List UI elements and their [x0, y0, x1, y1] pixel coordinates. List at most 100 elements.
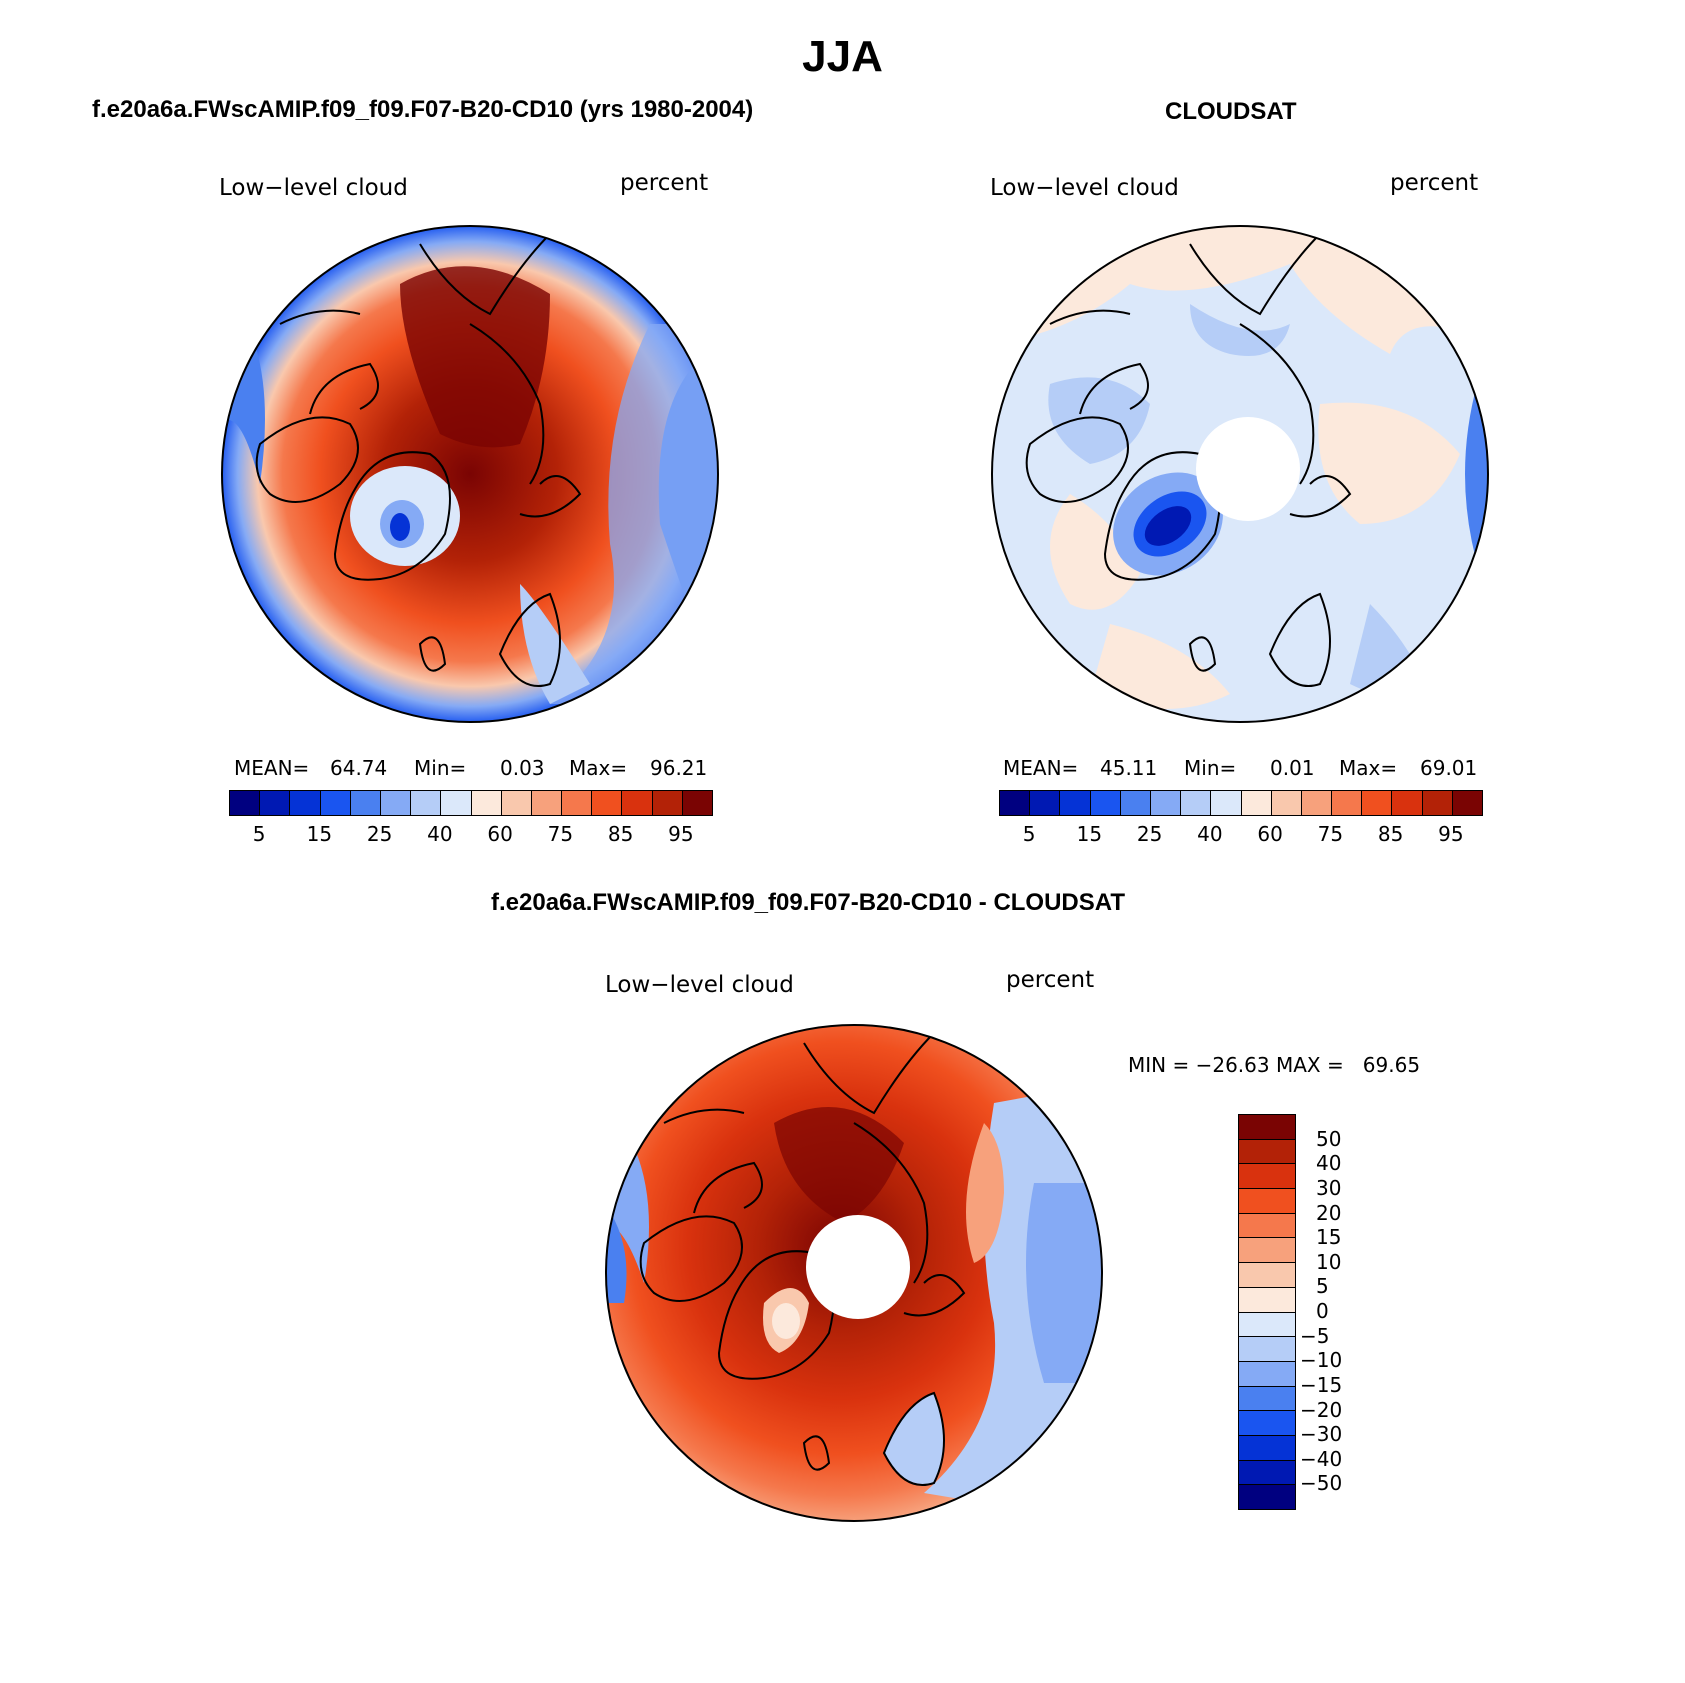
- colorbar-swatch: [1120, 791, 1151, 815]
- colorbar-swatch: [1150, 791, 1182, 815]
- colorbar-swatch: [562, 791, 593, 815]
- model-panel-title: f.e20a6a.FWscAMIP.f09_f09.F07-B20-CD10 (…: [92, 96, 754, 123]
- diff-polar-map: [605, 1024, 1103, 1522]
- diff-colorbar: [1238, 1114, 1296, 1510]
- colorbar-swatch: [1000, 791, 1031, 815]
- colorbar-tick-label: 50: [1316, 1126, 1342, 1151]
- model-polar-map: [221, 225, 719, 723]
- diff-minmax-text: MIN = −26.63 MAX = 69.65: [1128, 1053, 1421, 1077]
- colorbar-tick-label: 25: [1136, 822, 1163, 846]
- colorbar-tick-label: 5: [252, 822, 266, 846]
- colorbar-tick-label: 75: [1317, 822, 1344, 846]
- colorbar-tick-label: 95: [1438, 822, 1464, 846]
- colorbar-swatch: [411, 791, 442, 815]
- colorbar-swatch: [1239, 1115, 1295, 1140]
- figure-title: JJA: [802, 32, 883, 81]
- colorbar-swatch: [531, 791, 563, 815]
- colorbar-swatch: [1239, 1485, 1295, 1509]
- colorbar-swatch: [1239, 1460, 1295, 1486]
- colorbar-swatch: [592, 791, 623, 815]
- obs-min-label: Min=: [1184, 756, 1237, 780]
- obs-variable-label: Low−level cloud: [990, 175, 1179, 201]
- colorbar-swatch: [1239, 1164, 1295, 1190]
- diff-colorbar-ticks: 50 40 30 20 15 10 5 0 −5 −10 −15 −20 −30 −40 −50: [1300, 1114, 1380, 1508]
- colorbar-swatch: [1211, 791, 1242, 815]
- colorbar-tick-label: 60: [487, 822, 513, 846]
- colorbar-tick-label: 75: [547, 822, 574, 846]
- colorbar-swatch: [290, 791, 321, 815]
- obs-max-label: Max=: [1339, 756, 1398, 780]
- colorbar-swatch: [1239, 1386, 1295, 1412]
- obs-colorbar-ticks: 5 15 25 40 60 75 85 95: [999, 822, 1481, 846]
- colorbar-tick-label: 40: [427, 822, 453, 846]
- obs-min-value: 0.01: [1270, 756, 1315, 780]
- colorbar-swatch: [1239, 1213, 1295, 1239]
- colorbar-swatch: [1239, 1435, 1295, 1461]
- colorbar-tick-label: −40: [1300, 1446, 1343, 1471]
- colorbar-swatch: [1239, 1312, 1295, 1338]
- colorbar-swatch: [1030, 791, 1061, 815]
- colorbar-swatch: [1239, 1139, 1295, 1165]
- colorbar-tick-label: 95: [668, 822, 694, 846]
- colorbar-swatch: [1362, 791, 1393, 815]
- diff-units-label: percent: [1006, 967, 1095, 993]
- model-units-label: percent: [620, 170, 709, 196]
- model-colorbar: [229, 790, 713, 816]
- colorbar-swatch: [260, 791, 291, 815]
- colorbar-swatch: [230, 791, 261, 815]
- colorbar-swatch: [1239, 1337, 1295, 1362]
- colorbar-swatch: [1090, 791, 1121, 815]
- model-variable-label: Low−level cloud: [219, 175, 408, 201]
- model-mean-label: MEAN=: [234, 756, 310, 780]
- colorbar-swatch: [682, 791, 712, 815]
- colorbar-swatch: [350, 791, 381, 815]
- colorbar-tick-label: 5: [1022, 822, 1036, 846]
- colorbar-swatch: [380, 791, 412, 815]
- colorbar-tick-label: 30: [1316, 1175, 1342, 1200]
- colorbar-swatch: [1239, 1263, 1295, 1288]
- obs-panel-title: CLOUDSAT: [1165, 98, 1297, 125]
- model-max-value: 96.21: [650, 756, 708, 780]
- colorbar-swatch: [441, 791, 472, 815]
- colorbar-swatch: [1392, 791, 1423, 815]
- colorbar-tick-label: 15: [1076, 822, 1103, 846]
- obs-polar-map: [991, 225, 1489, 723]
- colorbar-tick-label: 40: [1197, 822, 1223, 846]
- colorbar-swatch: [320, 791, 351, 815]
- colorbar-tick-label: 5: [1316, 1274, 1329, 1299]
- colorbar-tick-label: 40: [1316, 1151, 1342, 1176]
- colorbar-swatch: [1239, 1361, 1295, 1387]
- colorbar-swatch: [1239, 1189, 1295, 1214]
- diff-variable-label: Low−level cloud: [605, 972, 794, 998]
- colorbar-swatch: [1241, 791, 1272, 815]
- obs-units-label: percent: [1390, 170, 1479, 196]
- colorbar-swatch: [1239, 1238, 1295, 1264]
- obs-mean-value: 45.11: [1100, 756, 1158, 780]
- obs-mean-label: MEAN=: [1003, 756, 1079, 780]
- colorbar-swatch: [1181, 791, 1212, 815]
- colorbar-tick-label: 15: [1316, 1225, 1342, 1250]
- colorbar-tick-label: 15: [306, 822, 333, 846]
- colorbar-swatch: [652, 791, 683, 815]
- colorbar-tick-label: 10: [1316, 1249, 1342, 1274]
- colorbar-swatch: [1239, 1287, 1295, 1313]
- colorbar-swatch: [1301, 791, 1333, 815]
- colorbar-swatch: [501, 791, 532, 815]
- model-min-value: 0.03: [500, 756, 545, 780]
- colorbar-tick-label: 25: [366, 822, 393, 846]
- model-min-label: Min=: [414, 756, 467, 780]
- model-mean-value: 64.74: [330, 756, 388, 780]
- colorbar-tick-label: −10: [1300, 1348, 1343, 1373]
- colorbar-swatch: [622, 791, 653, 815]
- model-max-label: Max=: [569, 756, 628, 780]
- colorbar-tick-label: −50: [1300, 1471, 1343, 1496]
- colorbar-swatch: [471, 791, 502, 815]
- colorbar-swatch: [1452, 791, 1482, 815]
- colorbar-tick-label: −15: [1300, 1372, 1343, 1397]
- colorbar-tick-label: 60: [1257, 822, 1283, 846]
- colorbar-swatch: [1332, 791, 1363, 815]
- colorbar-tick-label: −20: [1300, 1397, 1343, 1422]
- colorbar-swatch: [1422, 791, 1453, 815]
- colorbar-tick-label: 20: [1316, 1200, 1342, 1225]
- colorbar-swatch: [1239, 1411, 1295, 1436]
